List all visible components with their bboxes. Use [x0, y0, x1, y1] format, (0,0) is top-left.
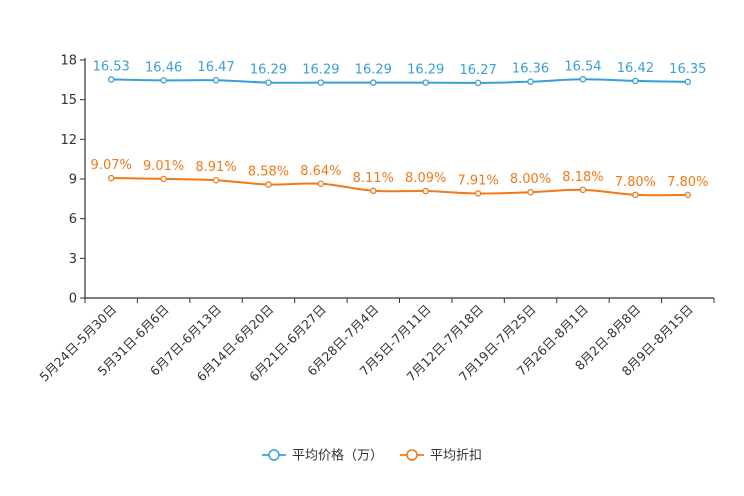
y-tick-label: 0	[69, 292, 77, 307]
data-label: 9.01%	[143, 159, 184, 174]
data-label: 8.09%	[405, 171, 446, 186]
legend-item-1[interactable]: 平均折扣	[400, 449, 482, 464]
data-point[interactable]	[422, 79, 429, 86]
data-label: 16.54	[564, 59, 601, 74]
legend-item-0[interactable]: 平均价格（万）	[262, 448, 383, 464]
data-point[interactable]	[684, 78, 692, 86]
data-label: 16.53	[93, 59, 130, 74]
data-point[interactable]	[579, 76, 587, 83]
data-point[interactable]	[107, 174, 115, 182]
y-axis: 0 3 6 9 12 15 18	[60, 54, 86, 307]
legend-marker-icon	[406, 449, 418, 461]
data-label: 7.80%	[667, 175, 708, 190]
data-point[interactable]	[107, 76, 115, 83]
y-tick-label: 9	[69, 173, 77, 188]
data-point[interactable]	[579, 186, 587, 194]
data-label: 16.42	[617, 61, 654, 76]
data-point[interactable]	[474, 79, 482, 87]
legend[interactable]: 平均价格（万） 平均折扣	[262, 448, 482, 464]
data-label: 16.27	[460, 63, 497, 78]
series-1: 9.07% 9.01% 8.91% 8.58% 8.64% 8.11% 8.09% 7.91%…	[91, 158, 708, 199]
data-label: 16.35	[669, 62, 706, 77]
data-point[interactable]	[684, 191, 692, 199]
data-label: 7.80%	[615, 175, 656, 190]
data-point[interactable]	[212, 176, 220, 184]
data-point[interactable]	[370, 79, 377, 86]
data-point[interactable]	[632, 191, 639, 199]
data-label: 16.36	[512, 62, 549, 77]
data-label: 16.29	[407, 63, 444, 78]
data-label: 8.58%	[248, 165, 289, 180]
data-point[interactable]	[370, 187, 377, 195]
data-point[interactable]	[160, 77, 167, 84]
data-point[interactable]	[632, 77, 639, 85]
data-point[interactable]	[317, 180, 325, 188]
data-label: 16.29	[355, 63, 392, 78]
data-point[interactable]	[474, 190, 482, 197]
y-tick-label: 12	[60, 133, 77, 148]
data-point[interactable]	[527, 78, 534, 85]
data-point[interactable]	[160, 175, 167, 183]
data-point[interactable]	[317, 79, 325, 86]
data-label: 16.29	[302, 63, 339, 78]
series-layer: 16.53 16.46 16.47 16.29 16.29 16.29 16.29 16.27…	[91, 59, 708, 199]
data-label: 8.18%	[562, 170, 603, 185]
legend-label: 平均价格（万）	[292, 448, 383, 464]
x-axis: 5月24日-5月30日5月31日-6月6日6月7日-6月13日6月14日-6月2…	[36, 297, 715, 384]
data-label: 16.47	[197, 60, 234, 75]
series-0: 16.53 16.46 16.47 16.29 16.29 16.29 16.29 16.27…	[93, 59, 706, 87]
data-label: 7.91%	[457, 173, 498, 188]
series-line	[111, 177, 688, 197]
data-point[interactable]	[265, 181, 272, 188]
y-tick-label: 18	[60, 54, 77, 69]
legend-label: 平均折扣	[430, 449, 482, 464]
data-label: 8.91%	[195, 160, 236, 175]
data-point[interactable]	[527, 188, 534, 196]
data-label: 8.11%	[353, 171, 394, 186]
data-label: 9.07%	[91, 158, 132, 173]
data-label: 8.00%	[510, 172, 551, 187]
data-point[interactable]	[422, 187, 429, 195]
series-line	[111, 78, 688, 84]
y-tick-label: 15	[60, 93, 77, 108]
data-label: 8.64%	[300, 164, 341, 179]
data-point[interactable]	[265, 79, 272, 86]
data-label: 16.46	[145, 60, 182, 75]
y-tick-label: 6	[69, 212, 77, 227]
data-point[interactable]	[212, 76, 220, 84]
data-label: 16.29	[250, 63, 287, 78]
legend-marker-icon	[268, 449, 280, 461]
y-tick-label: 3	[69, 252, 77, 267]
